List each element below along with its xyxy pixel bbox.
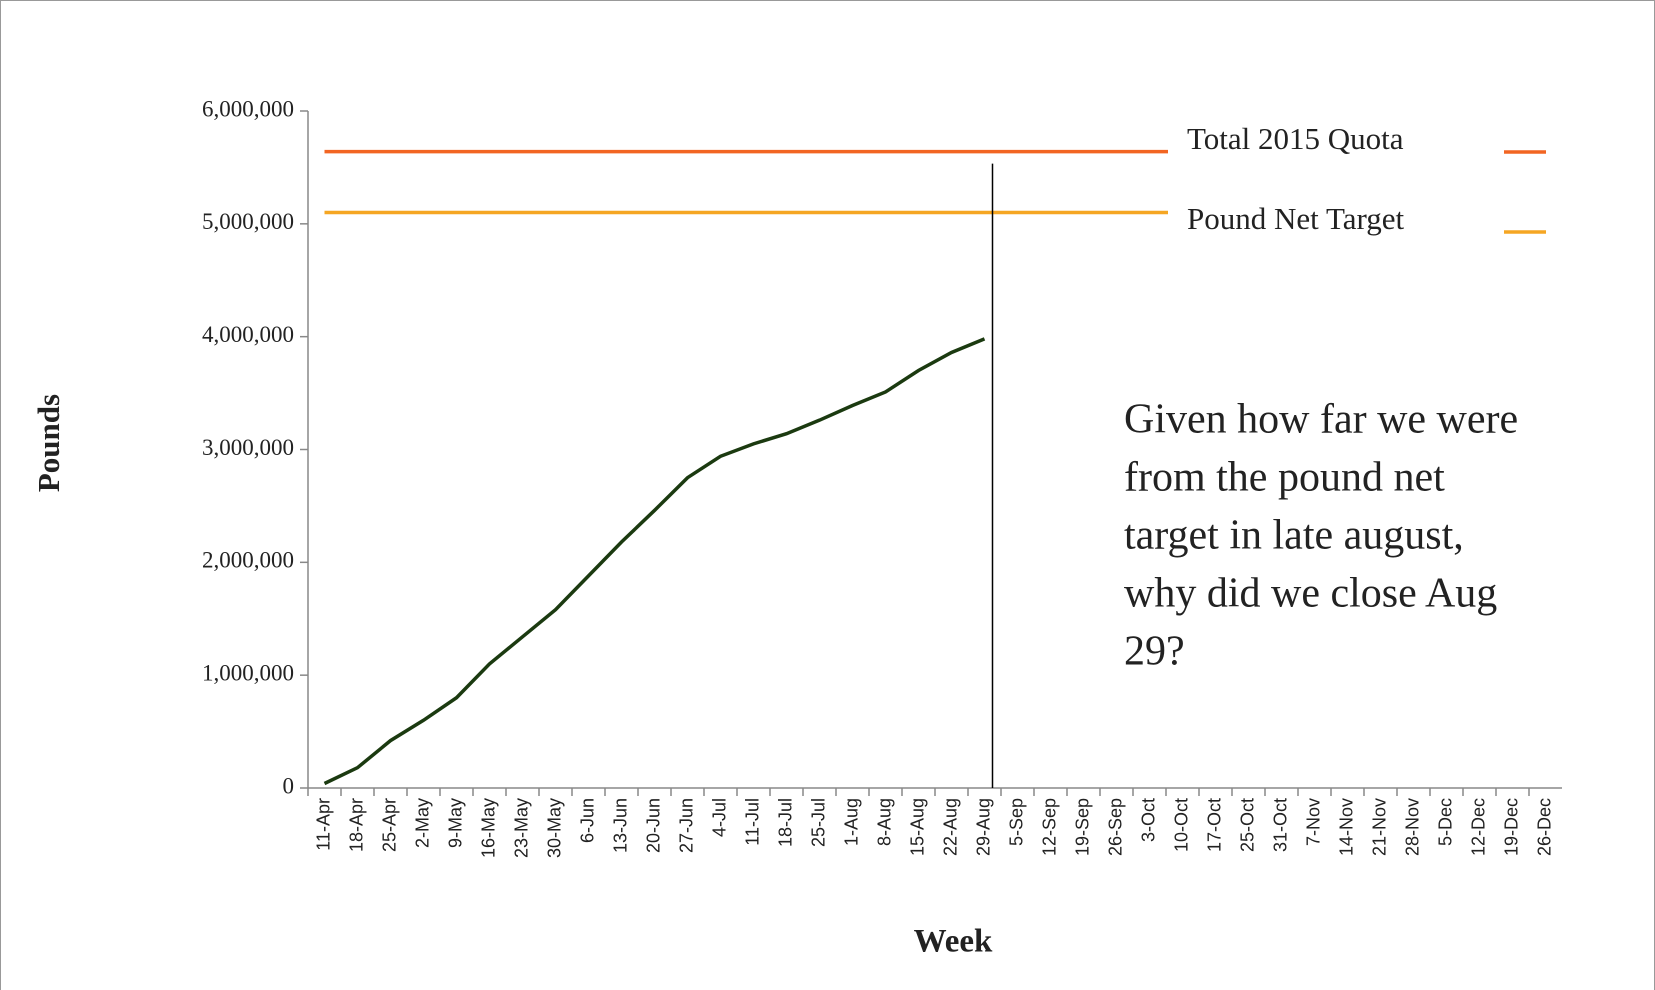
- x-tick-label: 14-Nov: [1336, 798, 1356, 856]
- y-tick-label: 4,000,000: [202, 322, 294, 347]
- x-tick-label: 18-Apr: [346, 798, 366, 852]
- annotation: from the pound net: [1124, 455, 1445, 501]
- x-tick-label: 27-Jun: [676, 798, 696, 853]
- x-tick-label: 26-Sep: [1105, 798, 1125, 856]
- y-axis-label: Pounds: [31, 394, 66, 492]
- x-tick-label: 16-May: [478, 798, 498, 858]
- legend-box: [1168, 118, 1562, 238]
- x-tick-label: 25-Apr: [379, 798, 399, 852]
- legend-label: Total 2015 Quota: [1187, 121, 1404, 156]
- y-tick-label: 1,000,000: [202, 660, 294, 685]
- x-tick-label: 12-Sep: [1039, 798, 1059, 856]
- x-tick-label: 29-Aug: [973, 798, 993, 856]
- x-tick-label: 19-Sep: [1072, 798, 1092, 856]
- x-tick-label: 31-Oct: [1270, 798, 1290, 852]
- y-tick-label: 2,000,000: [202, 548, 294, 573]
- x-tick-label: 11-Jul: [742, 798, 762, 846]
- x-tick-label: 2-May: [412, 798, 432, 848]
- x-tick-label: 1-Aug: [841, 798, 861, 846]
- x-tick-label: 3-Oct: [1138, 798, 1158, 842]
- annotation: Given how far we were: [1124, 397, 1518, 443]
- annotation: 29?: [1124, 629, 1185, 675]
- x-tick-label: 8-Aug: [874, 798, 894, 846]
- x-tick-label: 6-Jun: [577, 798, 597, 843]
- x-tick-label: 15-Aug: [907, 798, 927, 856]
- x-tick-label: 21-Nov: [1369, 798, 1389, 856]
- x-tick-label: 12-Dec: [1468, 798, 1488, 856]
- x-tick-label: 30-May: [544, 798, 564, 858]
- x-tick-label: 9-May: [445, 798, 465, 848]
- x-tick-label: 4-Jul: [709, 798, 729, 837]
- x-tick-label: 7-Nov: [1303, 798, 1323, 846]
- x-tick-label: 5-Dec: [1435, 798, 1455, 846]
- x-tick-label: 18-Jul: [775, 798, 795, 847]
- x-tick-label: 28-Nov: [1402, 798, 1422, 856]
- y-tick-label: 3,000,000: [202, 435, 294, 460]
- x-tick-label: 13-Jun: [610, 798, 630, 853]
- annotation: target in late august,: [1124, 513, 1464, 559]
- x-axis-label: Week: [914, 924, 993, 960]
- y-tick-label: 0: [283, 773, 295, 798]
- y-tick-label: 5,000,000: [202, 209, 294, 234]
- x-tick-label: 23-May: [511, 798, 531, 858]
- x-tick-label: 10-Oct: [1171, 798, 1191, 852]
- x-tick-label: 5-Sep: [1006, 798, 1026, 846]
- x-tick-label: 25-Oct: [1237, 798, 1257, 852]
- y-tick-label: 6,000,000: [202, 96, 294, 121]
- x-tick-label: 25-Jul: [808, 798, 828, 847]
- annotation: why did we close Aug: [1124, 571, 1497, 617]
- x-tick-label: 11-Apr: [313, 798, 333, 851]
- x-tick-label: 20-Jun: [643, 798, 663, 853]
- line-series: [323, 337, 986, 786]
- x-tick-label: 22-Aug: [940, 798, 960, 856]
- legend-label: Pound Net Target: [1187, 201, 1404, 236]
- x-tick-label: 17-Oct: [1204, 798, 1224, 852]
- x-tick-label: 19-Dec: [1501, 798, 1521, 856]
- x-tick-label: 26-Dec: [1534, 798, 1554, 856]
